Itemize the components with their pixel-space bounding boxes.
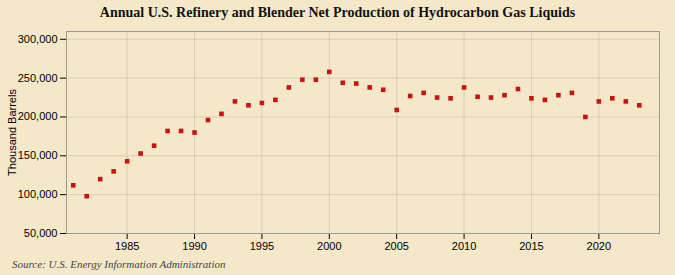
svg-text:1990: 1990	[182, 240, 206, 252]
svg-text:300,000: 300,000	[18, 33, 58, 45]
svg-text:Thousand Barrels: Thousand Barrels	[6, 89, 18, 176]
svg-text:50,000: 50,000	[24, 227, 58, 239]
html-text:Source: U.S. Energy Informatio: Source: U.S. Energy Information Administ…	[12, 258, 226, 270]
svg-text:1985: 1985	[115, 240, 139, 252]
svg-text:2005: 2005	[384, 240, 408, 252]
svg-text:1995: 1995	[250, 240, 274, 252]
svg-text:2000: 2000	[317, 240, 341, 252]
svg-text:2010: 2010	[452, 240, 476, 252]
svg-text:2015: 2015	[519, 240, 543, 252]
svg-text:100,000: 100,000	[18, 188, 58, 200]
svg-text:250,000: 250,000	[18, 72, 58, 84]
svg-text:150,000: 150,000	[18, 149, 58, 161]
html-text:Annual U.S. Refinery and Blend: Annual U.S. Refinery and Blender Net Pro…	[99, 5, 576, 20]
svg-text:2020: 2020	[587, 240, 611, 252]
svg-text:200,000: 200,000	[18, 110, 58, 122]
